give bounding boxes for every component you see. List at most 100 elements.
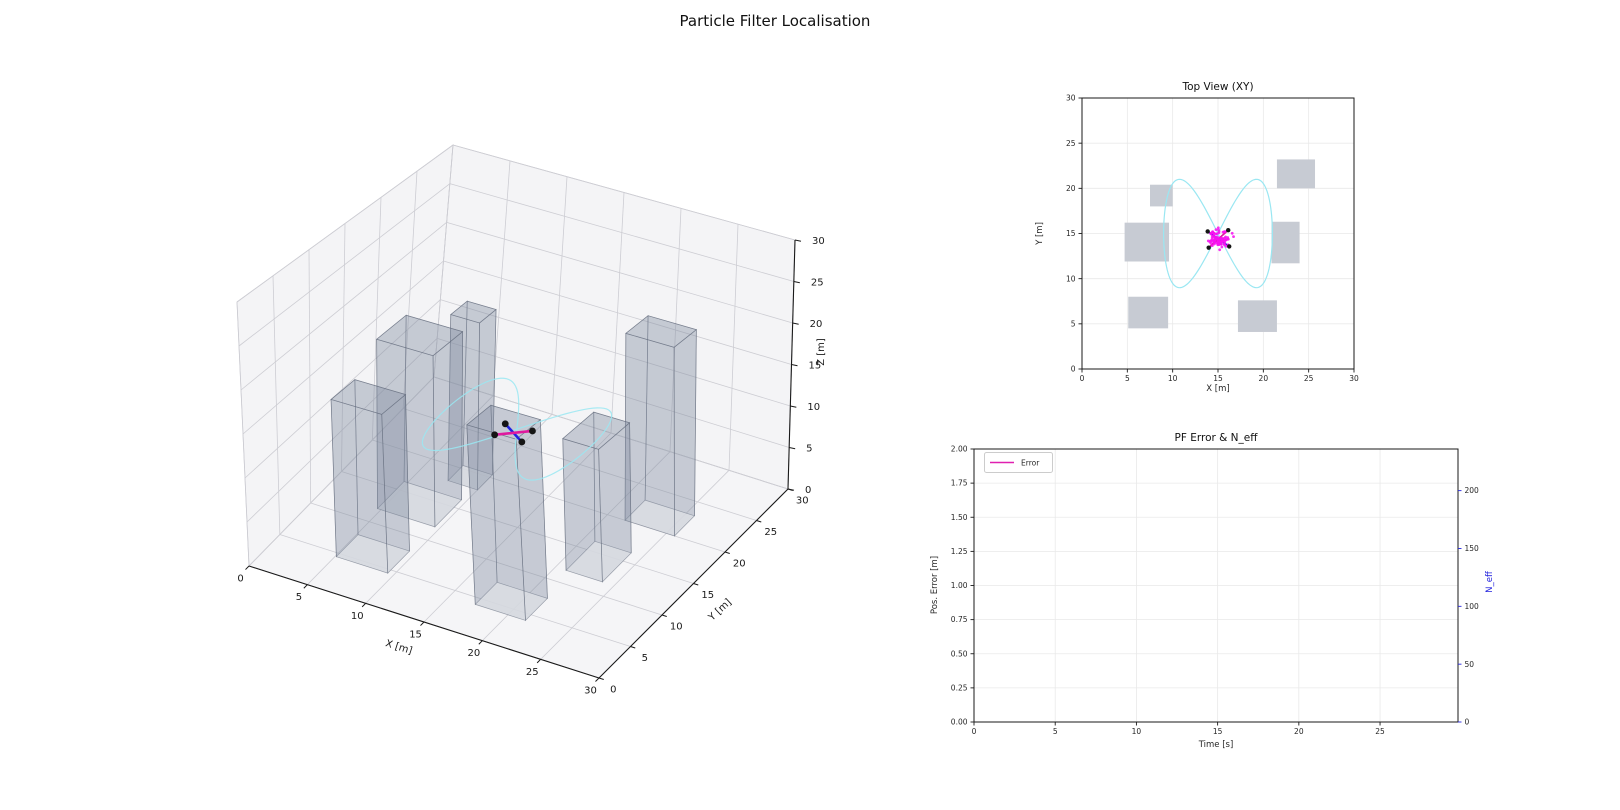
drone-rotor (501, 420, 509, 428)
z3d-tick-label: 15 (809, 361, 822, 372)
z3d-tick-label: 5 (806, 444, 812, 455)
building-face (432, 330, 463, 528)
x3d-tick-label: 10 (351, 611, 364, 622)
y3d-tick (630, 646, 636, 649)
y-tick-label: 15 (1066, 229, 1076, 238)
neff-tick-label: 150 (1465, 544, 1480, 553)
grid-line (449, 183, 794, 282)
obstacle-rect (1150, 184, 1173, 207)
top-view-title: Top View (XY) (1181, 81, 1253, 93)
building-top (625, 315, 698, 348)
drone-rotor (1227, 244, 1232, 249)
x3d-tick-label: 0 (237, 574, 243, 585)
grid-line (452, 144, 796, 241)
particle (1209, 239, 1213, 243)
z3d-tick-label: 25 (811, 278, 824, 289)
x3d-tick (361, 602, 367, 608)
error-neff-axes: 0 5 10 15 20 25 0.00 0.25 0.50 0.75 1.00 1.25 1.50 1.… (951, 445, 1479, 736)
drone-rotor (491, 431, 499, 439)
neff-tick-label: 0 (1465, 718, 1470, 727)
y3d-tick (598, 677, 604, 681)
particle (1226, 236, 1230, 239)
y3d-tick (724, 551, 730, 554)
building-top (375, 314, 464, 357)
particle (1230, 231, 1234, 235)
particle (1211, 231, 1215, 235)
x3d-tick-label: 30 (584, 685, 597, 696)
particle (1232, 235, 1235, 239)
time-tick-label: 5 (1053, 727, 1058, 736)
z3d-tick-label: 20 (810, 319, 823, 330)
grid-line (433, 376, 789, 490)
pos-error-tick-label: 0.25 (951, 683, 968, 692)
building-base (475, 582, 548, 621)
building-face (562, 438, 603, 583)
z3d-tick-label: 10 (807, 402, 820, 413)
legend-box (984, 452, 1053, 473)
pos-error-tick-label: 1.25 (951, 547, 968, 556)
x3d-tick-label: 25 (526, 667, 539, 678)
building-base (336, 534, 410, 574)
error-chart-title: PF Error & N_eff (1175, 432, 1259, 444)
building-face (624, 332, 675, 537)
y-tick-label: 20 (1066, 184, 1076, 193)
building-base (377, 481, 462, 527)
particle (1212, 242, 1216, 246)
pos-error-tick-label: 2.00 (951, 445, 968, 454)
particle (1219, 242, 1223, 246)
y3d-tick-label: 0 (610, 685, 616, 696)
grid-line (248, 376, 435, 567)
pos-error-tick-label: 0.50 (951, 649, 968, 658)
pos-error-tick-label: 1.50 (951, 513, 968, 522)
grid-line (279, 534, 631, 647)
y3d-tick-label: 30 (796, 496, 809, 507)
y-tick-label: 10 (1066, 274, 1076, 283)
y-tick-label: 0 (1071, 365, 1076, 374)
pos-error-tick-label: 0.00 (951, 718, 968, 727)
top-view-xlabel: X [m] (1206, 384, 1229, 394)
pos-error-tick-label: 1.00 (951, 581, 968, 590)
particle (1213, 238, 1217, 241)
x-tick-label: 30 (1349, 374, 1359, 383)
x3d-tick-label: 15 (409, 630, 422, 641)
building-face (330, 398, 389, 574)
x3d-tick (245, 565, 250, 570)
neff-tick-label: 50 (1465, 660, 1475, 669)
particle (1223, 230, 1227, 233)
z3d-tick-label: 30 (812, 236, 825, 247)
grid-line (446, 221, 793, 324)
building-top (450, 300, 497, 324)
y3d-tick-label: 20 (733, 559, 746, 570)
building-top (562, 411, 631, 450)
grid-line (440, 299, 791, 407)
particle (1218, 248, 1222, 252)
error-xlabel: Time [s] (1198, 740, 1234, 750)
y-tick-label: 25 (1066, 139, 1076, 148)
drone-rotor (518, 438, 526, 446)
x-tick-label: 5 (1125, 374, 1130, 383)
drone-rotor (1226, 227, 1231, 233)
x3d-tick-label: 20 (468, 648, 481, 659)
top-view-axes: 0 5 10 15 20 25 30 0 5 10 15 20 25 30 (1066, 94, 1359, 383)
particle (1224, 244, 1228, 248)
trajectory-path (421, 377, 613, 481)
x3d-tick (303, 584, 308, 589)
y3d-tick-label: 25 (764, 527, 777, 538)
drone-rotor (529, 427, 536, 435)
error-ylabel-left: Pos. Error [m] (930, 556, 940, 614)
x-tick-label: 20 (1259, 374, 1269, 383)
obstacle-rect (1271, 221, 1300, 264)
error-ylabel-right: N_eff (1485, 570, 1495, 593)
legend: Error (984, 452, 1053, 473)
x3d-tick (478, 640, 483, 645)
grid-line (238, 183, 451, 347)
z3d-tick (793, 281, 800, 284)
z3d-axis-label: Z [m] (816, 338, 827, 366)
grid-line (236, 144, 454, 303)
particle (1217, 237, 1221, 240)
top-view-ylabel: Y [m] (1035, 222, 1045, 246)
obstacle-rect (1128, 296, 1169, 329)
x3d-tick-label: 5 (296, 592, 302, 603)
x3d-axis-label: X [m] (384, 638, 414, 657)
